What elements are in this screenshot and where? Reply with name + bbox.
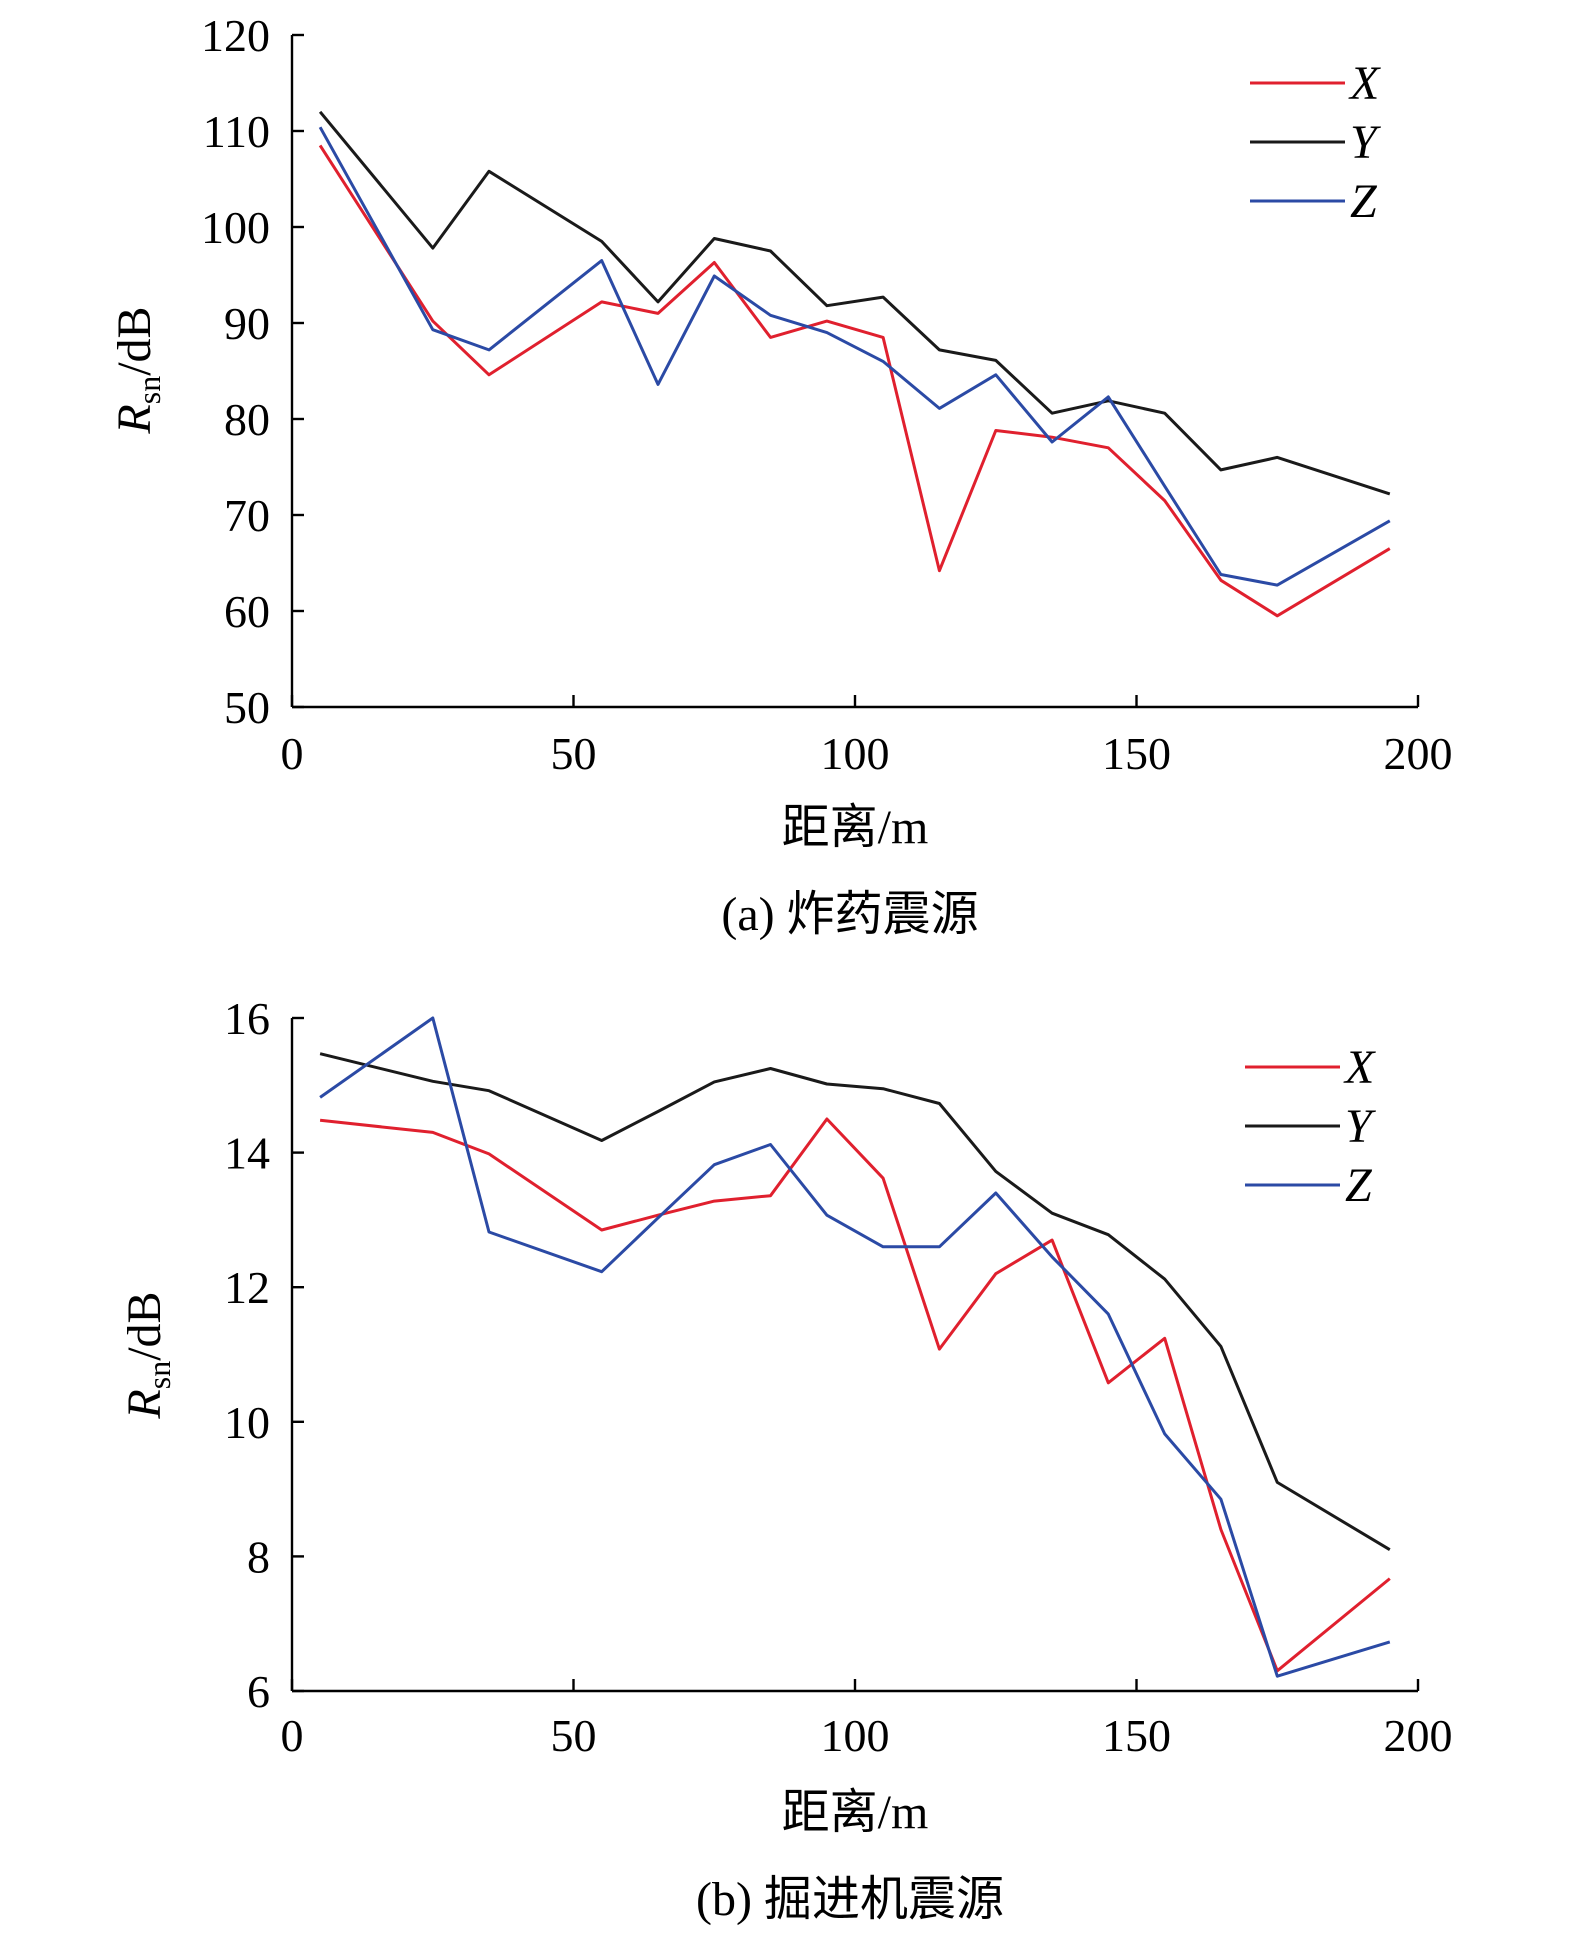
chart-1-y-tick-label-4: 14 bbox=[224, 1128, 270, 1179]
chart-1-y-tick-label-3: 12 bbox=[224, 1262, 270, 1313]
chart-0-y-axis-title-unit: /dB bbox=[108, 306, 161, 375]
chart-0-y-tick-label-2: 70 bbox=[224, 490, 270, 541]
chart-0-caption: (a) 炸药震源 bbox=[721, 888, 978, 941]
chart-0-y-tick-label-7: 120 bbox=[201, 10, 270, 61]
chart-0-legend-label-z: Z bbox=[1350, 175, 1378, 228]
chart-1-y-tick-label-1: 8 bbox=[247, 1531, 270, 1582]
chart-0-y-tick-label-3: 80 bbox=[224, 394, 270, 445]
chart-1-x-axis-title: 距离/m bbox=[782, 1786, 929, 1839]
chart-1-y-axis-title-sub: sn bbox=[141, 1361, 177, 1389]
chart-0-y-axis-title-sub: sn bbox=[131, 376, 167, 404]
chart-0-legend-label-x: X bbox=[1348, 57, 1381, 110]
chart-1-x-tick-label-3: 150 bbox=[1102, 1710, 1171, 1761]
chart-1-series-y-line bbox=[319, 1052, 1391, 1551]
chart-0-x-tick-label-4: 200 bbox=[1384, 728, 1453, 779]
chart-0-series-y-line bbox=[318, 110, 1391, 496]
chart-0-x-axis-title: 距离/m bbox=[782, 801, 929, 854]
chart-1-x-tick-label-2: 100 bbox=[821, 1710, 890, 1761]
chart-0-series-z-line bbox=[318, 126, 1391, 587]
chart-0-y-tick-label-6: 110 bbox=[203, 106, 270, 157]
chart-1-x-tick-label-4: 200 bbox=[1384, 1710, 1453, 1761]
chart-0-x-tick-label-3: 150 bbox=[1102, 728, 1171, 779]
chart-1-y-axis-title: Rsn/dB bbox=[118, 1291, 177, 1419]
chart-1-y-axis-title-unit: /dB bbox=[118, 1291, 171, 1360]
chart-1: 6 8 10 12 14 16 0 50 100 150 200 距离/m Rsn/dB XYZ (b) 掘… bbox=[118, 993, 1453, 1926]
chart-1-y-tick-label-2: 10 bbox=[224, 1397, 270, 1448]
chart-0-x-tick-label-0: 0 bbox=[281, 728, 304, 779]
chart-1-x-tick-label-1: 50 bbox=[551, 1710, 597, 1761]
chart-0-y-tick-label-5: 100 bbox=[201, 202, 270, 253]
chart-0-y-axis-title: Rsn/dB bbox=[108, 306, 167, 434]
chart-1-y-tick-label-0: 6 bbox=[247, 1666, 270, 1717]
chart-1-legend-label-z: Z bbox=[1345, 1159, 1373, 1212]
chart-0-x-tick-label-1: 50 bbox=[551, 728, 597, 779]
chart-1-legend-label-y: Y bbox=[1345, 1100, 1376, 1153]
chart-1-y-axis-title-main: R bbox=[118, 1389, 171, 1419]
chart-1-y-tick-label-5: 16 bbox=[224, 993, 270, 1044]
chart-0-series-x-line bbox=[318, 144, 1391, 618]
chart-1-series-x-line bbox=[319, 1117, 1391, 1673]
chart-0-y-axis-title-main: R bbox=[108, 404, 161, 434]
chart-1-series-z-line bbox=[319, 1016, 1391, 1678]
chart-0-y-tick-label-4: 90 bbox=[224, 298, 270, 349]
chart-1-x-tick-label-0: 0 bbox=[281, 1710, 304, 1761]
chart-1-legend-label-x: X bbox=[1343, 1041, 1376, 1094]
chart-1-caption: (b) 掘进机震源 bbox=[696, 1873, 1004, 1926]
chart-0-legend-label-y: Y bbox=[1350, 116, 1381, 169]
chart-0-x-tick-label-2: 100 bbox=[821, 728, 890, 779]
chart-0-y-tick-label-0: 50 bbox=[224, 682, 270, 733]
chart-0-y-tick-label-1: 60 bbox=[224, 586, 270, 637]
